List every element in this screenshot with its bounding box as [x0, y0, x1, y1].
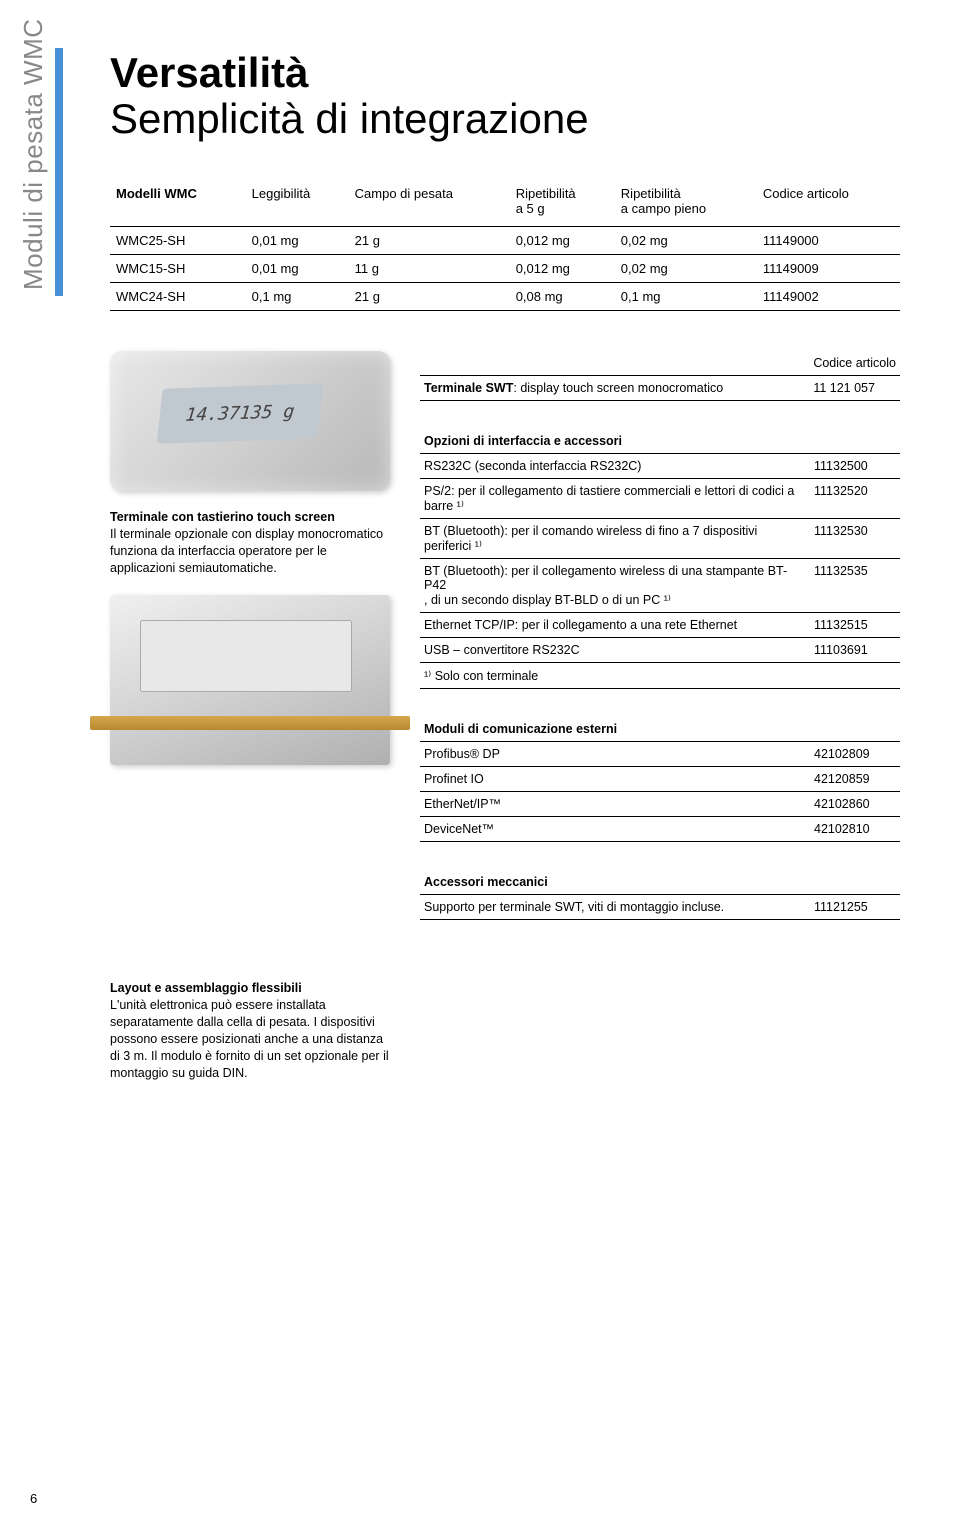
accent-bar [55, 48, 63, 296]
title-line-2: Semplicità di integrazione [110, 96, 900, 142]
sidebar-label: Moduli di pesata WMC [18, 18, 49, 290]
col-model: Modelli WMC [110, 182, 246, 227]
models-table: Modelli WMC Leggibilità Campo di pesata … [110, 182, 900, 311]
mounting-image [110, 595, 390, 765]
terminal-image [110, 351, 390, 491]
title-block: Versatilità Semplicità di integrazione [110, 50, 900, 142]
comm-table: Moduli di comunicazione esterni Profibus… [420, 714, 900, 842]
col-rip5g: Ripetibilità a 5 g [510, 182, 615, 227]
col-ripfull: Ripetibilità a campo pieno [615, 182, 757, 227]
options-table: Opzioni di interfaccia e accessori RS232… [420, 426, 900, 689]
col-leggibilita: Leggibilità [246, 182, 349, 227]
page-number: 6 [30, 1491, 37, 1506]
col-codice: Codice articolo [757, 182, 900, 227]
terminal-description: Terminale con tastierino touch screen Il… [110, 509, 390, 577]
layout-description: Layout e assemblaggio flessibili L'unità… [110, 980, 390, 1081]
title-line-1: Versatilità [110, 50, 900, 96]
terminal-table: Codice articolo Terminale SWT: display t… [420, 351, 900, 401]
acc-table: Accessori meccanici Supporto per termina… [420, 867, 900, 920]
col-campo: Campo di pesata [349, 182, 510, 227]
